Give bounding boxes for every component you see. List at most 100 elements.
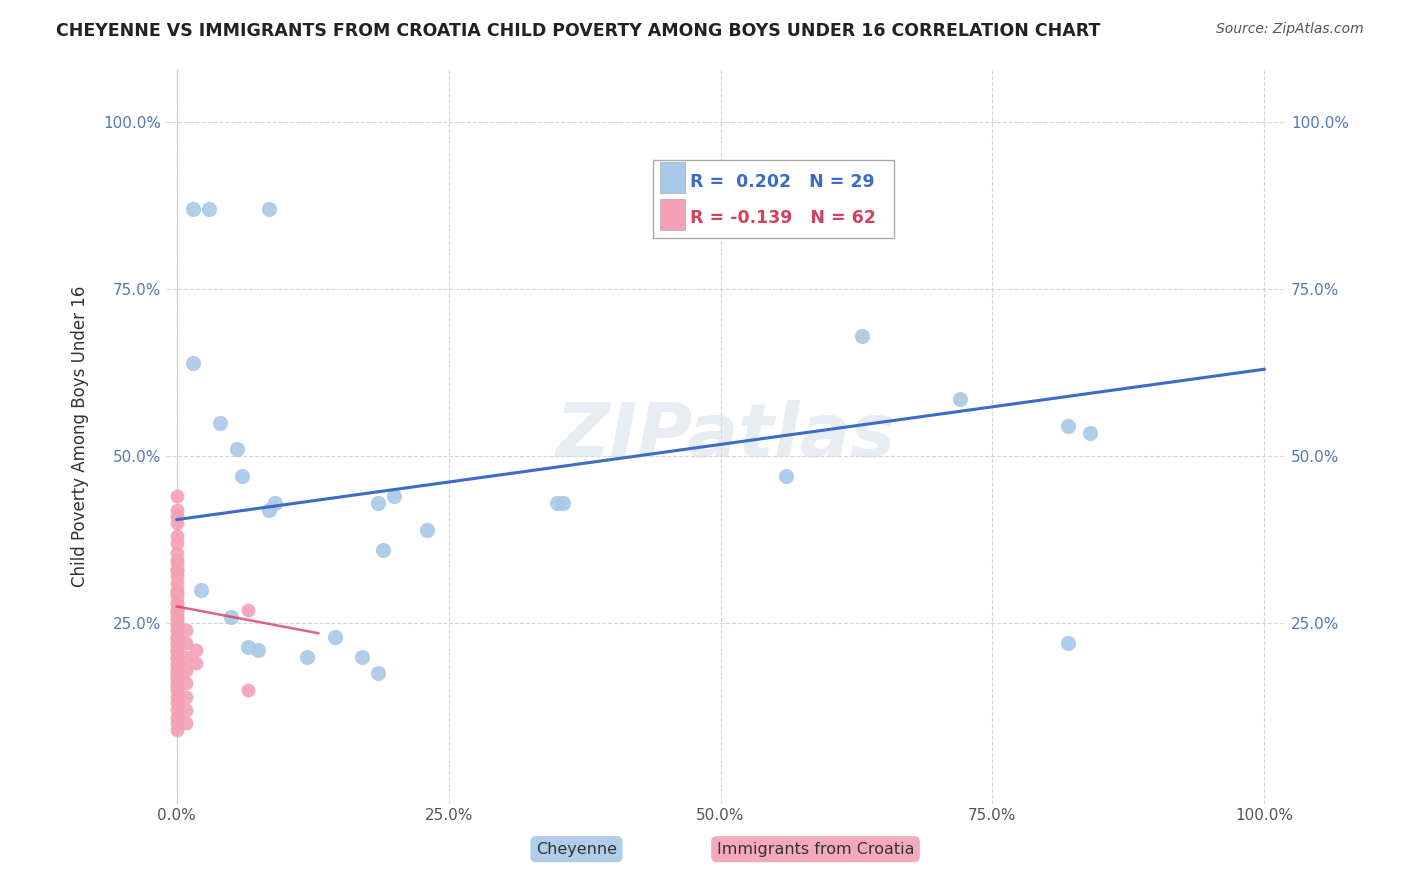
Point [166,649,188,664]
Point [166,663,188,677]
Point [263,496,285,510]
Point [166,516,188,530]
Point [1057,636,1080,650]
Point [198,202,221,216]
Point [367,666,389,681]
Point [166,666,188,681]
Point [166,690,188,704]
Point [259,202,281,216]
Point [323,630,346,644]
Point [166,609,188,624]
Point [350,649,373,664]
Point [297,649,319,664]
Point [166,676,188,690]
Point [166,576,188,591]
Point [166,596,188,610]
Point [851,328,873,343]
Point [225,442,247,457]
Point [166,616,188,631]
FancyBboxPatch shape [659,199,685,230]
Point [166,651,188,665]
Point [166,613,188,627]
Point [166,489,188,503]
Point [367,496,389,510]
Point [373,542,395,557]
Point [174,663,197,677]
Point [166,590,188,604]
Point [166,546,188,560]
Text: ZIPatlas: ZIPatlas [555,400,896,473]
Point [181,202,204,216]
Point [551,496,574,510]
Point [949,392,972,407]
Y-axis label: Child Poverty Among Boys Under 16: Child Poverty Among Boys Under 16 [72,285,89,587]
Point [382,489,405,503]
Point [166,552,188,566]
Point [166,710,188,724]
FancyBboxPatch shape [659,162,685,193]
Point [236,683,259,698]
Point [231,469,253,483]
Point [546,496,568,510]
Point [166,569,188,583]
Point [166,563,188,577]
FancyBboxPatch shape [654,161,894,237]
Point [166,536,188,550]
Point [166,679,188,693]
Point [186,657,208,671]
Point [166,586,188,600]
Point [174,623,197,637]
Point [166,657,188,672]
Point [166,716,188,731]
Point [166,603,188,617]
Point [166,638,188,652]
Point [166,529,188,543]
Point [259,502,281,516]
Point [190,582,212,597]
Point [166,623,188,637]
Point [1057,419,1080,434]
Point [166,636,188,650]
Point [166,631,188,645]
Point [166,657,188,671]
Point [166,697,188,711]
Point [166,556,188,570]
Text: R = -0.139   N = 62: R = -0.139 N = 62 [690,210,876,227]
Point [166,723,188,738]
Point [236,640,259,654]
Text: Cheyenne: Cheyenne [536,842,617,856]
Point [1078,425,1101,440]
Point [416,523,439,537]
Point [775,469,797,483]
Point [219,609,242,624]
Point [174,649,197,664]
Point [174,676,197,690]
Point [236,603,259,617]
Point [166,582,188,597]
Point [174,690,197,704]
Point [166,596,188,610]
Point [166,563,188,577]
Point [174,703,197,717]
Point [166,643,188,657]
Point [174,716,197,731]
Point [174,636,197,650]
Text: R =  0.202   N = 29: R = 0.202 N = 29 [690,173,875,191]
Text: CHEYENNE VS IMMIGRANTS FROM CROATIA CHILD POVERTY AMONG BOYS UNDER 16 CORRELATIO: CHEYENNE VS IMMIGRANTS FROM CROATIA CHIL… [56,22,1101,40]
Point [166,630,188,644]
Point [181,355,204,369]
Point [209,416,232,430]
Point [166,671,188,685]
Point [166,644,188,658]
Point [166,509,188,524]
Point [166,624,188,639]
Point [247,643,270,657]
Point [166,617,188,632]
Point [166,603,188,617]
Point [186,643,208,657]
Point [166,670,188,684]
Text: Immigrants from Croatia: Immigrants from Croatia [717,842,914,856]
Point [166,683,188,698]
Text: Source: ZipAtlas.com: Source: ZipAtlas.com [1216,22,1364,37]
Point [166,703,188,717]
